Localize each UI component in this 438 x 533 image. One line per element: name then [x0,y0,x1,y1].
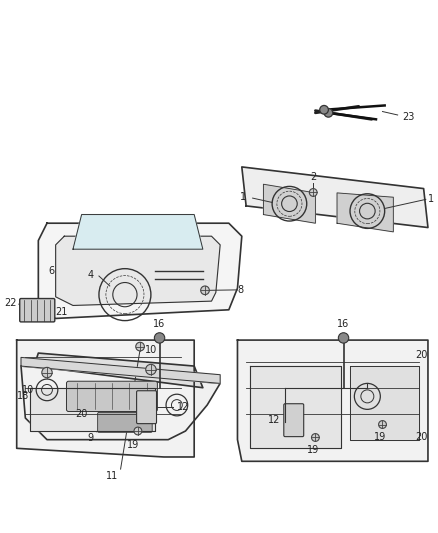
Text: 23: 23 [402,112,414,122]
Polygon shape [242,167,428,228]
Polygon shape [251,366,341,448]
FancyBboxPatch shape [284,403,304,437]
Circle shape [42,367,52,378]
Circle shape [201,286,209,295]
Text: 20: 20 [415,350,427,360]
Circle shape [134,427,142,435]
Polygon shape [237,340,428,461]
Polygon shape [337,193,393,232]
Circle shape [338,333,349,343]
Circle shape [311,434,319,441]
Text: 16: 16 [337,319,350,329]
Text: 18: 18 [17,391,29,401]
Text: 9: 9 [87,433,93,443]
Text: 12: 12 [177,402,189,412]
Text: 6: 6 [48,266,54,276]
Circle shape [320,106,328,114]
Circle shape [154,333,165,343]
Text: 11: 11 [106,471,118,481]
Polygon shape [21,366,220,440]
Text: 21: 21 [56,307,68,317]
Text: 19: 19 [307,445,319,455]
Polygon shape [350,366,419,440]
FancyBboxPatch shape [20,298,55,322]
Text: 4: 4 [87,270,93,280]
Text: 8: 8 [237,285,244,295]
Polygon shape [263,184,315,223]
Text: 22: 22 [4,298,17,308]
Polygon shape [17,340,194,457]
Text: 10: 10 [22,385,34,395]
Polygon shape [34,353,203,387]
Text: 1: 1 [240,192,246,202]
Text: 2: 2 [310,172,316,182]
Polygon shape [39,223,242,318]
Circle shape [378,421,386,429]
FancyBboxPatch shape [98,413,152,432]
Text: 20: 20 [415,432,427,442]
Circle shape [146,365,156,375]
Text: 19: 19 [374,432,386,442]
Circle shape [136,342,145,351]
Polygon shape [56,236,220,305]
Text: 1: 1 [428,195,434,204]
Text: 16: 16 [153,319,166,329]
FancyBboxPatch shape [137,391,156,424]
Circle shape [309,189,317,196]
Polygon shape [73,215,203,249]
Polygon shape [30,387,155,431]
FancyBboxPatch shape [67,381,157,411]
Text: 20: 20 [75,409,88,419]
Circle shape [324,109,333,117]
Text: 19: 19 [127,440,140,450]
Polygon shape [21,358,220,383]
Text: 10: 10 [145,345,157,356]
Text: 12: 12 [268,415,281,425]
